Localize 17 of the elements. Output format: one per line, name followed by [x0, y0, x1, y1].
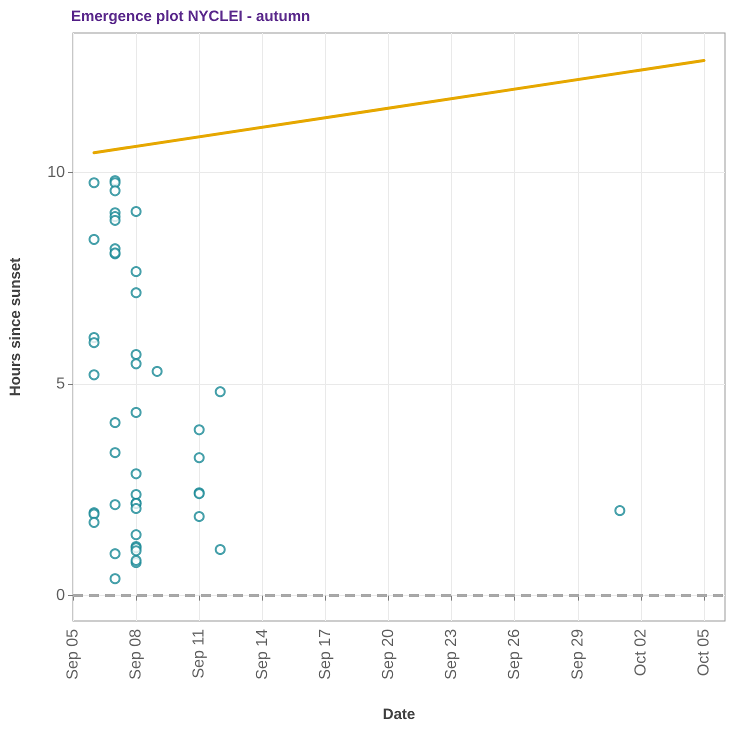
x-tick-label: Oct 05	[695, 628, 712, 676]
x-tick-label: Sep 08	[128, 628, 145, 680]
y-tick-label: 0	[56, 587, 66, 604]
x-tick-label: Sep 11	[190, 628, 208, 679]
y-tick-label: 5	[56, 376, 66, 393]
y-axis-title: Hours since sunset	[7, 258, 24, 396]
x-tick-label: Sep 20	[380, 628, 397, 680]
x-axis-title: Date	[382, 706, 416, 723]
y-tick-label: 10	[47, 164, 66, 182]
x-tick-label: Sep 17	[316, 628, 334, 680]
chart-title: Emergence plot NYCLEI - autumn	[71, 8, 310, 25]
x-tick-label: Sep 14	[254, 628, 271, 680]
x-tick-label: Oct 02	[632, 628, 650, 676]
x-tick-label: Sep 29	[569, 628, 586, 680]
x-tick-label: Sep 26	[506, 628, 524, 680]
x-tick-label: Sep 05	[64, 628, 82, 680]
x-tick-label: Sep 23	[443, 628, 460, 680]
